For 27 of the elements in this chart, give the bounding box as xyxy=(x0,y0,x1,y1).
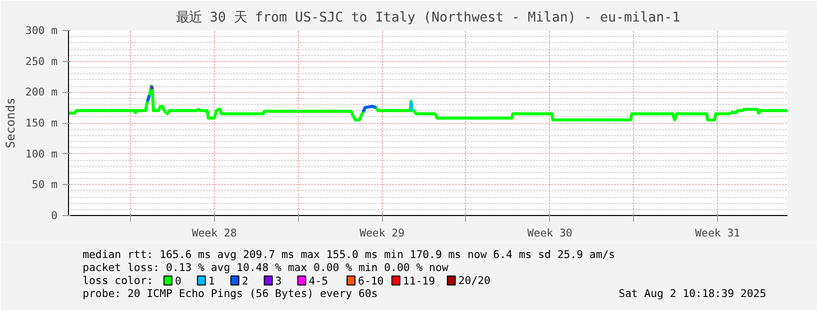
y-axis-title: Seconds xyxy=(3,98,18,148)
y-tick-label: 300 m xyxy=(25,24,58,37)
legend-label: 3 xyxy=(275,274,282,288)
x-tick-label: Week 28 xyxy=(192,226,237,240)
legend-title: loss color: xyxy=(82,274,154,287)
x-tick-label: Week 31 xyxy=(695,226,740,240)
text: packet loss: 0.13 % avg 10.48 % max 0.00 % min 0.00 % now xyxy=(82,261,449,274)
legend-label: 11-19 xyxy=(402,274,435,288)
chart-title: 最近 30 天 from US-SJC to Italy (Northwest - Milan) - eu-milan-1 xyxy=(176,10,680,26)
x-tick-label: Week 30 xyxy=(527,226,572,240)
y-tick-label: 200 m xyxy=(25,86,58,99)
y-tick-label: 50 m xyxy=(32,178,58,192)
legend-label: 0 xyxy=(174,274,182,288)
line-series xyxy=(68,84,788,122)
y-tick-label: 0 xyxy=(51,209,58,222)
x-tick-label: Week 29 xyxy=(360,226,405,240)
y-tick-label: 100 m xyxy=(25,147,58,160)
text: Sat Aug 2 10:18:39 2025 xyxy=(618,287,766,300)
text: probe: 20 ICMP Echo Pings (56 Bytes) every 60s xyxy=(82,287,378,300)
y-tick-label: 250 m xyxy=(25,54,58,68)
legend-label: 6-10 xyxy=(358,274,384,288)
y-tick-label: 150 m xyxy=(25,116,58,130)
legend-label: 4-5 xyxy=(308,274,328,288)
legend-label: 20/20 xyxy=(458,274,490,287)
legend-label: 2 xyxy=(242,274,248,288)
legend-label: 1 xyxy=(208,274,215,288)
text: median rtt: 165.6 ms avg 209.7 ms max 155.0 ms min 170.9 ms now 6.4 ms sd 25.9 am/s xyxy=(82,248,616,261)
